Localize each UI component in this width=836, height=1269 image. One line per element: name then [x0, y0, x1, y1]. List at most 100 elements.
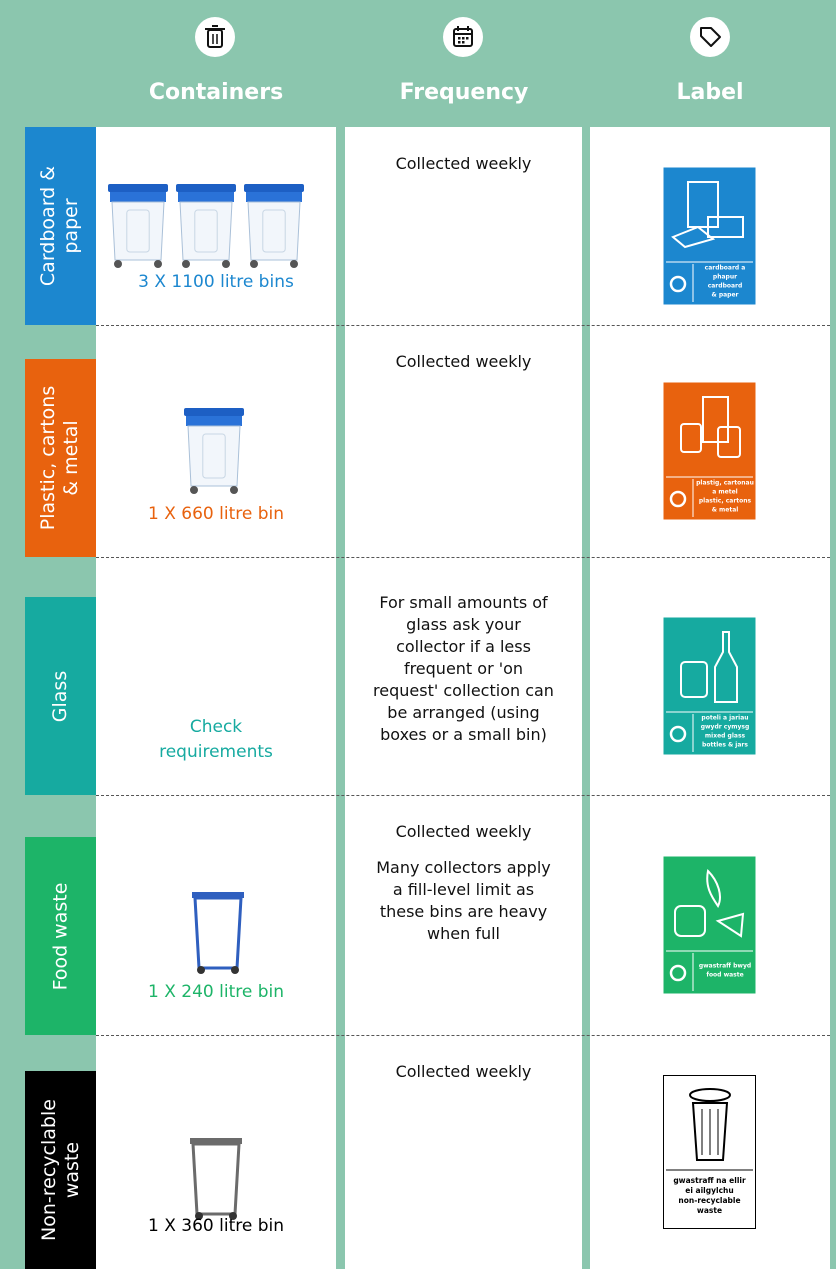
category-line: Plastic, cartons: [37, 385, 60, 531]
bin-body: [247, 201, 301, 261]
tag-icon: [690, 17, 730, 57]
bin-icon: [195, 17, 235, 57]
pictogram: [707, 216, 744, 238]
bin-body: [111, 201, 165, 261]
bin-rim: [186, 416, 242, 426]
frequency-text: Collected weekly: [345, 351, 582, 387]
label-background: [663, 856, 756, 994]
bin-wheel: [231, 966, 239, 974]
container-text: 1 X 660 litre bin: [96, 502, 336, 527]
frequency-paragraph: Collected weekly: [345, 821, 582, 843]
label-text: ei ailgylchu: [685, 1186, 733, 1195]
bin-body: [179, 201, 233, 261]
bin-wheel: [190, 486, 198, 494]
pictogram: [715, 912, 745, 938]
frequency-line: Many collectors apply: [376, 858, 551, 877]
bin-rim: [178, 192, 234, 202]
bin-panel: [202, 433, 226, 479]
pictogram: [687, 181, 719, 228]
category-tab: Non-recyclable waste: [25, 1071, 96, 1269]
label-text: gwydr cymysg: [701, 724, 750, 731]
category-tab: Plastic, cartons & metal: [25, 359, 96, 557]
bin-wheel: [182, 260, 190, 268]
bin-wheel: [230, 486, 238, 494]
pictogram: [706, 868, 721, 908]
category-line: paper: [60, 198, 83, 254]
category-text: Cardboard & paper: [38, 166, 84, 286]
frequency-paragraph: Collected weekly: [345, 153, 582, 175]
category-line: & metal: [60, 420, 83, 496]
category-tab: Cardboard & paper: [25, 127, 96, 325]
label-text: non-recyclable: [678, 1196, 740, 1205]
bin-panel: [126, 209, 150, 253]
container-line: 1 X 360 litre bin: [148, 1216, 284, 1236]
bin-wheel: [197, 966, 205, 974]
row-separator: [96, 325, 830, 326]
pictogram: [714, 631, 738, 703]
category-line: Glass: [48, 670, 71, 722]
label-text: plastic, cartons: [699, 498, 752, 505]
bin-lid: [244, 184, 304, 192]
pictogram: [702, 396, 729, 443]
bin-wheel: [250, 260, 258, 268]
bin-wheel: [290, 260, 298, 268]
bin-lid: [176, 184, 236, 192]
frequency-line: collector if a less: [396, 637, 531, 656]
label-background: [663, 617, 756, 755]
category-line: Cardboard &: [37, 165, 60, 287]
label-text: bottles & jars: [702, 742, 748, 749]
frequency-line: Collected weekly: [395, 154, 532, 173]
header-label: Label: [676, 80, 744, 105]
label-text: mixed glass: [705, 733, 746, 740]
container-line: 3 X 1100 litre bins: [138, 272, 294, 292]
frequency-text: For small amounts of glass ask your collec…: [345, 592, 582, 760]
bin-drawing: [192, 892, 244, 974]
frequency-paragraph: Many collectors apply a fill-level limit …: [345, 857, 582, 945]
frequency-paragraph: Collected weekly: [345, 1061, 582, 1083]
bin-lid: [184, 408, 244, 416]
container-text: 1 X 240 litre bin: [96, 980, 336, 1005]
label-text: food waste: [706, 972, 743, 979]
container-text: 1 X 360 litre bin: [96, 1214, 336, 1239]
header-label: Frequency: [399, 80, 529, 105]
label-text: & metal: [712, 507, 739, 514]
container-line: 1 X 660 litre bin: [148, 504, 284, 524]
bin-label: gwastraff bwyd food waste: [663, 856, 756, 994]
container-line: 1 X 240 litre bin: [148, 982, 284, 1002]
frequency-line: frequent or 'on: [403, 659, 524, 678]
frequency-line: Collected weekly: [395, 822, 532, 841]
bin-lid: [108, 184, 168, 192]
frequency-text: Collected weekly Many collectors apply a f…: [345, 821, 582, 959]
category-tab: Glass: [25, 597, 96, 795]
frequency-line: when full: [427, 924, 500, 943]
bin-lid: [192, 892, 244, 898]
bin-drawing: [184, 408, 244, 494]
label-text: poteli a jariau: [701, 715, 748, 722]
calendar-icon: [443, 17, 483, 57]
category-line: waste: [60, 1141, 83, 1199]
bin-wheel: [222, 260, 230, 268]
category-text: Non-recyclable waste: [38, 1099, 84, 1241]
bin-lid: [190, 1138, 242, 1144]
category-text: Food waste: [49, 882, 72, 990]
pictogram: [680, 423, 702, 453]
frequency-paragraph: Collected weekly: [345, 351, 582, 373]
bin-body: [187, 425, 241, 487]
bin-rim: [246, 192, 302, 202]
recycle-icon: [669, 964, 687, 982]
frequency-column: [345, 127, 582, 1269]
category-tab: Food waste: [25, 837, 96, 1035]
label-text: plastig, cartonau: [696, 480, 754, 487]
frequency-line: a fill-level limit as: [392, 880, 535, 899]
category-line: Food waste: [49, 882, 72, 990]
bin-label: plastig, cartonau a metel plastic, cartons…: [663, 382, 756, 520]
frequency-line: Collected weekly: [395, 1062, 532, 1081]
bin-drawing: [190, 1138, 242, 1220]
frequency-line: request' collection can: [373, 681, 554, 700]
header-icons: [195, 17, 730, 57]
bin-body: [191, 1142, 241, 1216]
bin-label: cardboard a phapur cardboard & paper: [663, 167, 756, 305]
